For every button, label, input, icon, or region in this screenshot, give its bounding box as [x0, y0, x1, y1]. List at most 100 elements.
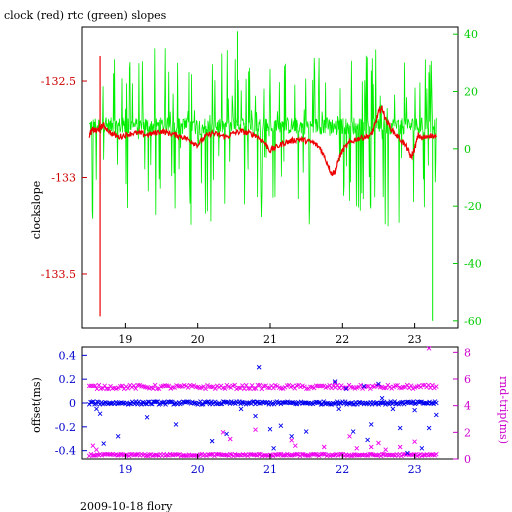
offset-outlier	[173, 422, 179, 427]
offset-y-axis-label: offset(ms)	[30, 377, 43, 433]
rndtrip-point	[131, 383, 137, 388]
rtc-y-tick-label: 0	[464, 143, 471, 156]
rndtrip-point	[404, 382, 410, 388]
rndtrip-point	[337, 385, 342, 391]
offset-outlier	[253, 413, 258, 419]
offset-point	[332, 401, 337, 406]
offset-point	[148, 401, 154, 406]
offset-outlier	[412, 407, 417, 413]
rndtrip-point	[253, 386, 259, 391]
rndtrip-outlier	[412, 439, 417, 444]
offset-point	[392, 399, 398, 404]
rndtrip-point	[433, 451, 439, 457]
offset-outlier	[361, 384, 367, 389]
offset-outlier	[368, 422, 374, 427]
offset-outlier	[238, 406, 244, 412]
rndtrip-point	[153, 452, 159, 458]
offset-point	[241, 400, 246, 405]
offset-point	[191, 400, 197, 406]
offset-point	[230, 400, 235, 406]
rndtrip-outlier	[292, 443, 298, 448]
rtc-y-tick-label: -20	[464, 200, 482, 213]
offset-point	[156, 402, 162, 407]
offset-point	[417, 399, 423, 405]
offset-y-tick-label: 0.2	[59, 373, 77, 386]
offset-outlier	[405, 450, 410, 456]
offset-outlier	[419, 445, 425, 451]
rtc-series-line	[88, 48, 437, 227]
rndtrip-outlier	[227, 436, 233, 442]
offset-point	[379, 400, 384, 406]
rndtrip-point	[96, 382, 102, 388]
slope-x-tick-label: 23	[408, 333, 422, 346]
rndtrip-point	[292, 386, 298, 391]
offset-point	[290, 400, 296, 405]
rndtrip-point	[380, 451, 385, 457]
offset-point	[326, 401, 332, 406]
offset-outlier	[224, 431, 229, 437]
offset-point	[219, 401, 225, 407]
rtc-y-tick-label: -40	[464, 258, 482, 271]
rndtrip-point	[212, 386, 218, 392]
rndtrip-outlier	[347, 434, 352, 439]
slope-x-tick-label: 19	[118, 333, 132, 346]
offset-y-tick-label: 0	[69, 397, 76, 410]
offset-point	[293, 401, 298, 407]
offset-point	[204, 399, 210, 405]
rndtrip-point	[243, 382, 249, 388]
offset-outlier	[271, 445, 276, 451]
offset-point	[116, 401, 122, 406]
offset-point	[358, 400, 364, 406]
rndtrip-point	[183, 453, 189, 459]
offset-point	[411, 399, 416, 404]
offset-outlier	[278, 423, 284, 428]
offset-point	[342, 399, 348, 405]
rndtrip-point	[358, 382, 364, 388]
slope-x-tick-label: 22	[335, 333, 349, 346]
rndtrip-point	[245, 386, 251, 391]
offset-point	[263, 400, 269, 406]
offset-point	[200, 401, 206, 407]
rndtrip-point	[222, 386, 228, 391]
offset-point	[257, 401, 262, 406]
offset-point	[90, 399, 96, 404]
offset-outlier	[390, 406, 396, 412]
rndtrip-outlier	[376, 440, 381, 446]
rndtrip-point	[408, 383, 414, 389]
offset-y-tick-label: -0.4	[55, 445, 76, 458]
offset-outlier	[365, 437, 370, 443]
offset-x-tick-label: 20	[191, 463, 205, 476]
rndtrip-point	[259, 386, 265, 392]
offset-point	[224, 400, 230, 405]
offset-point	[350, 401, 356, 407]
offset-point	[208, 399, 214, 404]
offset-point	[214, 401, 219, 407]
offset-point	[102, 399, 108, 405]
rndtrip-y-tick-label: 8	[464, 346, 471, 359]
rndtrip-outlier	[397, 444, 403, 450]
offset-outlier	[115, 434, 121, 439]
rndtrip-point	[428, 385, 433, 391]
offset-point	[328, 401, 333, 407]
rndtrip-point	[143, 453, 149, 459]
offset-point	[203, 400, 209, 405]
offset-outlier	[332, 379, 338, 384]
rndtrip-point	[247, 386, 253, 391]
rndtrip-y-tick-label: 6	[464, 373, 471, 386]
slope-axes: 19 20 21 22 23 -132.5 -133 -133.5 40 20 0 -20 -40 -60	[41, 28, 482, 346]
offset-point	[139, 402, 144, 407]
slope-panel: 19 20 21 22 23 -132.5 -133 -133.5 40 20 0 -20 -40 -60…	[30, 26, 482, 346]
offset-point	[334, 399, 340, 404]
offset-point	[282, 400, 288, 405]
offset-point	[299, 401, 305, 406]
offset-point	[316, 400, 321, 406]
offset-point	[399, 400, 404, 405]
offset-point	[161, 399, 167, 405]
rndtrip-point	[344, 386, 350, 391]
offset-point	[159, 400, 164, 405]
offset-outlier	[144, 414, 150, 420]
offset-point	[127, 401, 132, 406]
offset-outlier	[343, 386, 349, 392]
offset-point	[239, 399, 245, 405]
